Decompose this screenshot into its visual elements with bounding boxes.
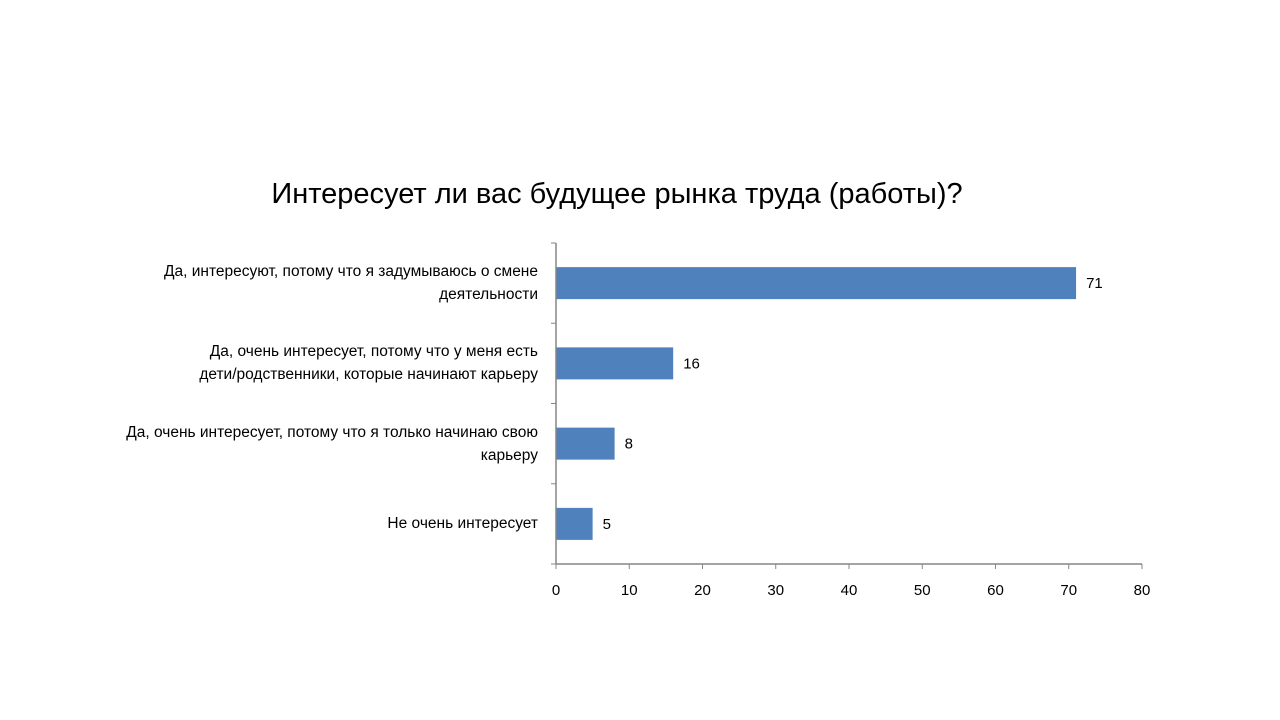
data-label: 16 — [683, 355, 700, 372]
x-tick-label: 50 — [914, 582, 931, 599]
category-label: Да, очень интересует, потому что у меня … — [98, 340, 538, 386]
category-label-line: Да, очень интересует, потому что я тольк… — [126, 423, 538, 441]
data-label: 5 — [603, 516, 611, 533]
bar — [556, 427, 615, 460]
category-label-line: Не очень интересует — [387, 515, 538, 533]
x-tick-label: 70 — [1060, 582, 1077, 599]
data-label: 71 — [1086, 275, 1103, 292]
bar — [556, 267, 1077, 300]
x-tick-label: 20 — [694, 582, 711, 599]
chart-title: Интересует ли вас будущее рынка труда (р… — [271, 178, 963, 210]
x-tick-label: 60 — [987, 582, 1004, 599]
x-tick-label: 0 — [552, 582, 560, 599]
category-label-line: Да, очень интересует, потому что у меня … — [209, 343, 538, 361]
category-label-line: карьеру — [480, 446, 538, 464]
bar — [556, 347, 674, 380]
x-tick-label: 40 — [841, 582, 858, 599]
bar — [556, 507, 593, 540]
category-label: Да, интересуют, потому что я задумываюсь… — [98, 260, 538, 306]
category-label-line: деятельности — [439, 286, 538, 304]
category-label-line: дети/родственники, которые начинают карь… — [199, 366, 538, 384]
data-label: 8 — [625, 436, 633, 453]
category-label: Не очень интересует — [98, 512, 538, 535]
category-label: Да, очень интересует, потому что я тольк… — [98, 421, 538, 467]
x-tick-label: 80 — [1134, 582, 1151, 599]
x-tick-label: 30 — [767, 582, 784, 599]
category-label-line: Да, интересуют, потому что я задумываюсь… — [164, 263, 538, 281]
x-tick-label: 10 — [621, 582, 638, 599]
